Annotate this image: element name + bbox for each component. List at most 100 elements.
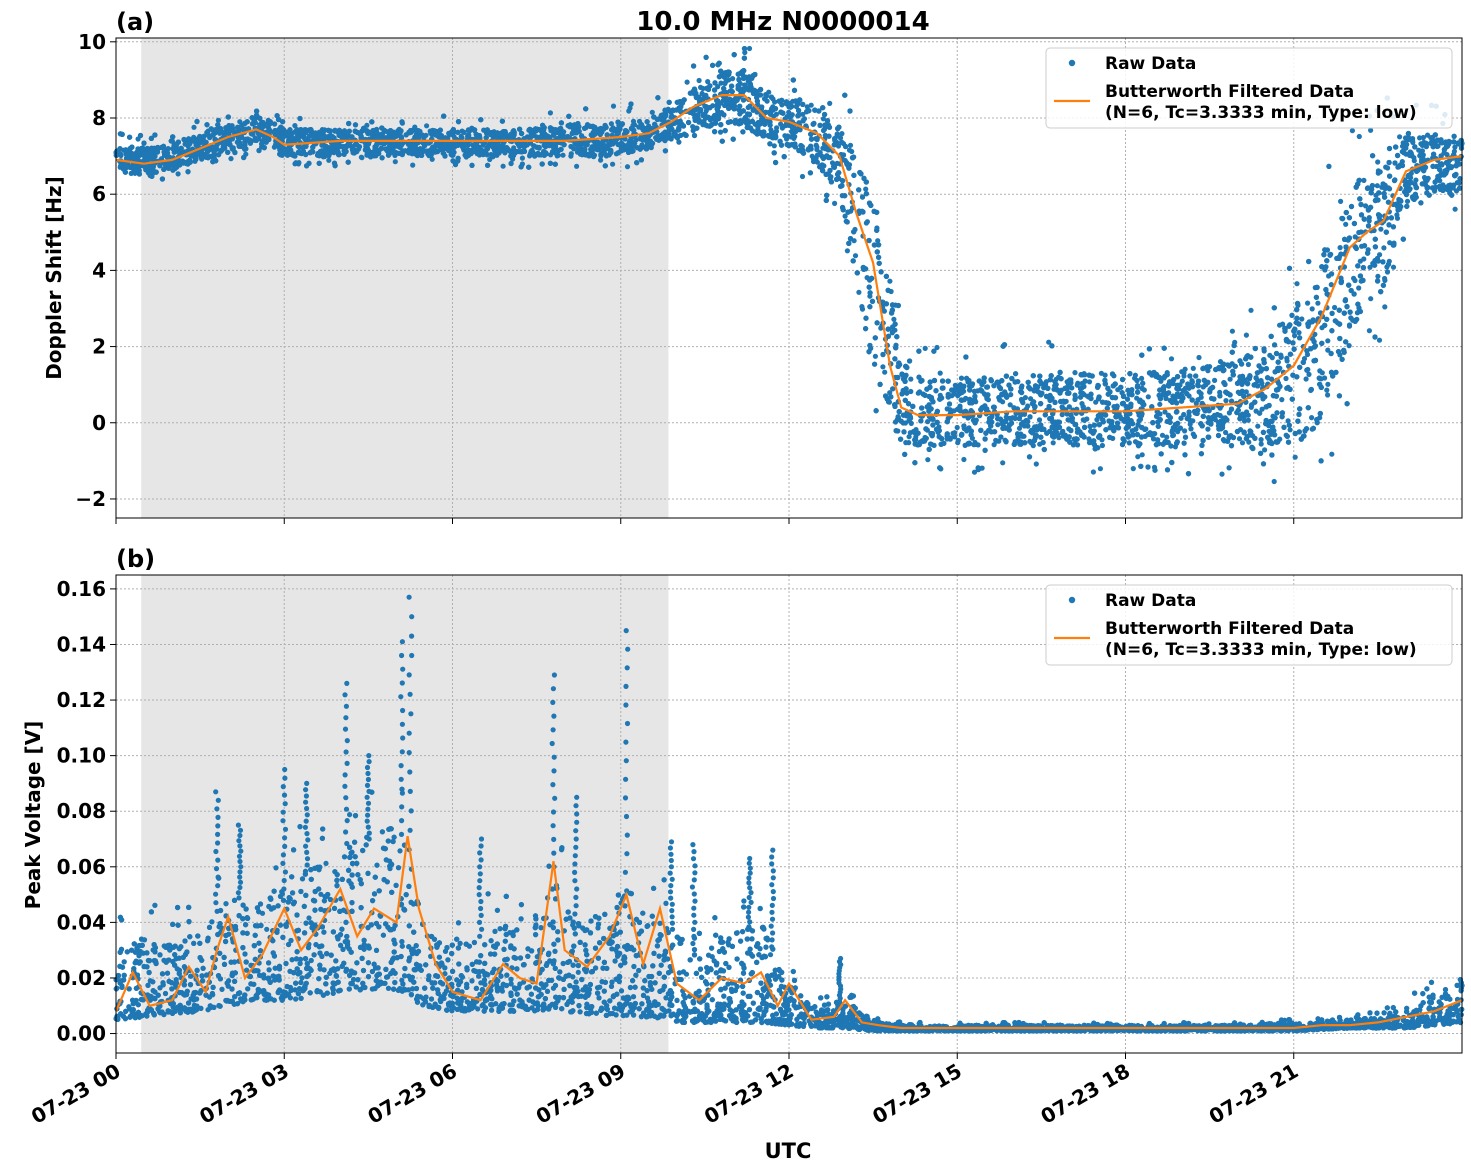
raw-data-point	[560, 152, 566, 158]
raw-data-point	[1229, 328, 1235, 334]
raw-data-point	[547, 110, 554, 116]
raw-data-point	[500, 163, 506, 169]
panel-a-night-shading	[141, 38, 669, 518]
raw-data-point	[849, 148, 855, 155]
raw-data-point	[1036, 417, 1043, 423]
raw-data-point	[882, 369, 888, 375]
raw-data-point	[610, 161, 616, 167]
raw-data-point	[1205, 368, 1211, 374]
raw-data-point	[1394, 212, 1400, 218]
raw-data-point	[1022, 395, 1028, 401]
raw-data-point	[191, 124, 197, 130]
raw-data-point	[1162, 409, 1168, 415]
raw-data-point	[1329, 451, 1335, 457]
raw-data-point	[1181, 411, 1187, 418]
raw-data-point	[228, 156, 234, 162]
raw-data-point	[1303, 376, 1309, 382]
raw-data-point	[1205, 426, 1211, 432]
raw-data-point	[649, 109, 655, 115]
raw-data-point	[1132, 372, 1138, 378]
raw-data-point	[1404, 198, 1411, 204]
raw-data-point	[1072, 370, 1078, 376]
raw-data-point	[1227, 376, 1233, 382]
raw-data-point	[1255, 423, 1261, 429]
raw-data-point	[925, 457, 931, 463]
raw-data-point	[1292, 454, 1298, 460]
raw-data-point	[726, 77, 732, 83]
raw-data-point	[736, 76, 742, 82]
raw-data-point	[292, 123, 298, 129]
raw-data-point	[1159, 432, 1166, 438]
raw-data-point	[1258, 441, 1264, 447]
raw-data-point	[1212, 377, 1218, 383]
raw-data-point	[1377, 169, 1383, 175]
raw-data-point	[1390, 264, 1397, 270]
raw-data-point	[1375, 159, 1381, 165]
raw-data-point	[927, 441, 934, 447]
raw-data-point	[1425, 132, 1431, 138]
raw-data-point	[907, 430, 913, 436]
raw-data-point	[1126, 440, 1132, 446]
raw-data-point	[1283, 375, 1289, 382]
raw-data-point	[800, 111, 806, 117]
raw-data-point	[1349, 128, 1355, 134]
raw-data-point	[519, 155, 526, 161]
raw-data-point	[410, 162, 416, 168]
raw-data-point	[925, 419, 931, 425]
raw-data-point	[1098, 370, 1104, 376]
raw-data-point	[1397, 134, 1403, 140]
raw-data-point	[1127, 411, 1133, 417]
raw-data-point	[1139, 452, 1145, 458]
raw-data-point	[817, 150, 823, 156]
raw-data-point	[1090, 469, 1096, 475]
raw-data-point	[1351, 275, 1357, 281]
raw-data-point	[624, 164, 631, 170]
raw-data-point	[1356, 285, 1362, 291]
raw-data-point	[1236, 436, 1243, 442]
raw-data-point	[699, 90, 705, 97]
raw-data-point	[832, 200, 838, 206]
raw-data-point	[684, 79, 690, 85]
raw-data-point	[880, 364, 886, 370]
raw-data-point	[991, 442, 997, 448]
raw-data-point	[424, 123, 430, 129]
raw-data-point	[1179, 378, 1185, 384]
raw-data-point	[995, 422, 1001, 428]
raw-data-point	[1259, 406, 1265, 412]
raw-data-point	[1008, 392, 1014, 398]
raw-data-point	[906, 434, 912, 440]
raw-data-point	[574, 163, 580, 169]
raw-data-point	[908, 388, 914, 395]
raw-data-point	[1382, 304, 1388, 310]
raw-data-point	[1226, 435, 1232, 441]
raw-data-point	[215, 117, 221, 123]
raw-data-point	[1338, 198, 1344, 204]
raw-data-point	[1007, 402, 1013, 408]
raw-data-point	[429, 156, 435, 162]
raw-data-point	[1343, 221, 1349, 227]
raw-data-point	[963, 395, 969, 401]
raw-data-point	[1170, 432, 1177, 438]
raw-data-point	[1086, 436, 1092, 442]
raw-data-point	[1417, 135, 1423, 141]
raw-data-point	[1337, 245, 1343, 251]
raw-data-point	[859, 304, 865, 310]
raw-data-point	[1325, 338, 1331, 344]
raw-data-point	[1196, 354, 1202, 361]
raw-data-point	[1187, 421, 1193, 427]
raw-data-point	[1262, 447, 1268, 453]
raw-data-point	[847, 142, 854, 148]
raw-data-point	[1135, 454, 1141, 460]
raw-data-point	[863, 186, 869, 192]
raw-data-point	[875, 238, 881, 244]
raw-data-point	[922, 345, 928, 351]
raw-data-point	[1239, 440, 1246, 446]
raw-data-point	[1325, 381, 1331, 387]
raw-data-point	[844, 248, 851, 254]
raw-data-point	[1130, 466, 1136, 472]
raw-data-point	[827, 100, 833, 106]
raw-data-point	[511, 145, 517, 151]
raw-data-point	[1046, 339, 1052, 345]
raw-data-point	[891, 316, 897, 322]
